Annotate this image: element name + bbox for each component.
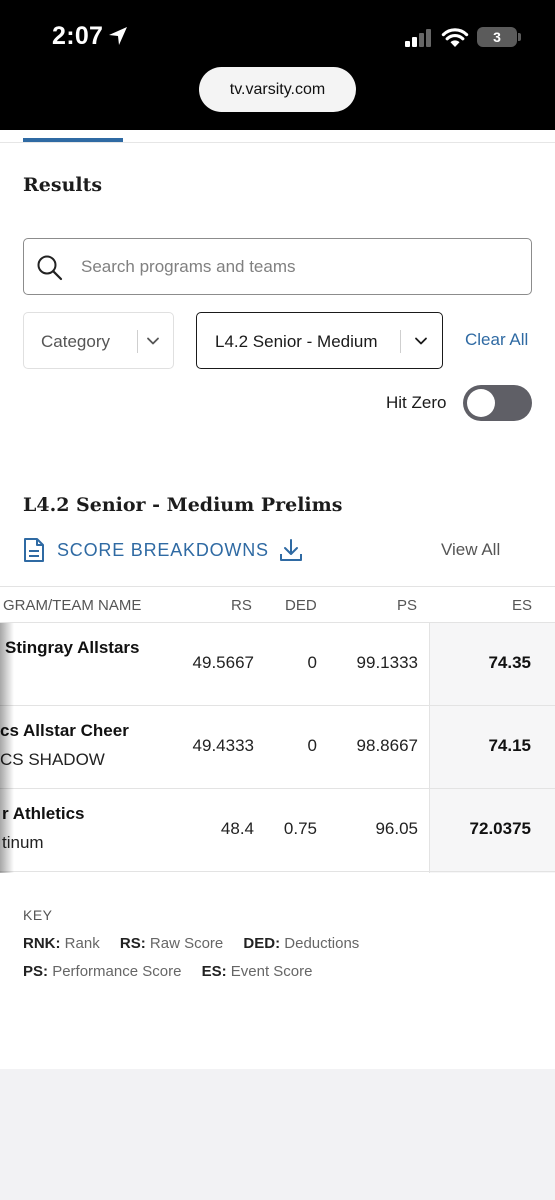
search-input[interactable]: [81, 252, 511, 282]
ps-value: 96.05: [375, 819, 418, 838]
document-icon: [24, 538, 44, 562]
battery-cap: [518, 33, 521, 41]
location-arrow-icon: [109, 27, 127, 45]
status-bar: 2:07 3 tv.varsity.com: [0, 0, 555, 130]
results-table[interactable]: GRAM/TEAM NAME RS DED PS ES Stingray All…: [0, 586, 555, 873]
tab-divider: [0, 142, 555, 143]
url-text: tv.varsity.com: [229, 80, 326, 98]
es-value: 74.15: [488, 736, 531, 755]
key-abbr: ES:: [201, 963, 227, 980]
key-abbr: PS:: [23, 963, 49, 980]
key-desc: Performance Score: [52, 963, 182, 980]
es-value: 74.35: [488, 653, 531, 672]
results-heading: Results: [23, 174, 103, 196]
select-separator: [137, 330, 138, 353]
program-name: cs Allstar Cheer: [0, 721, 129, 740]
table-header: GRAM/TEAM NAME RS DED PS ES: [0, 586, 555, 623]
view-all-link[interactable]: View All: [441, 540, 501, 559]
header-program-team: GRAM/TEAM NAME: [3, 597, 142, 614]
horizontal-scroll-shadow: [0, 623, 14, 873]
key-desc: Raw Score: [149, 935, 224, 952]
url-bar[interactable]: tv.varsity.com: [199, 67, 356, 112]
key-desc: Deductions: [284, 935, 360, 952]
key-desc: Rank: [64, 935, 100, 952]
header-es: ES: [512, 597, 533, 614]
header-ded: DED: [285, 597, 317, 614]
key-line-1: RNK: Rank RS: Raw Score DED: Deductions: [23, 935, 359, 952]
search-icon: [37, 255, 63, 281]
key-line-2: PS: Performance Score ES: Event Score: [23, 963, 313, 980]
toggle-knob: [467, 389, 495, 417]
ded-value: 0.75: [283, 819, 317, 838]
key-abbr: RS:: [119, 935, 146, 952]
rs-value: 48.4: [220, 819, 254, 838]
hit-zero-toggle[interactable]: [463, 385, 532, 421]
score-breakdowns-label: SCORE BREAKDOWNS: [57, 539, 269, 560]
table-row[interactable]: Stingray Allstars 49.5667 0 99.1333 74.3…: [0, 623, 555, 706]
category-select-label: Category: [41, 332, 110, 351]
ded-value: 0: [307, 653, 317, 672]
battery-icon: 3: [477, 27, 517, 47]
ded-value: 0: [307, 736, 317, 755]
hit-zero-label: Hit Zero: [386, 393, 447, 412]
program-name: r Athletics: [2, 804, 85, 823]
key-desc: Event Score: [230, 963, 313, 980]
division-section-title: L4.2 Senior - Medium Prelims: [23, 494, 343, 516]
select-separator: [400, 330, 401, 353]
ps-value: 99.1333: [356, 653, 418, 672]
program-name: Stingray Allstars: [5, 638, 140, 657]
rs-value: 49.4333: [192, 736, 254, 755]
header-ps: PS: [397, 597, 418, 614]
score-breakdowns-link[interactable]: SCORE BREAKDOWNS: [23, 536, 303, 564]
chevron-down-icon: [147, 337, 159, 345]
cellular-signal-icon: [405, 29, 431, 47]
category-select[interactable]: Category: [23, 312, 174, 369]
download-icon: [279, 539, 302, 561]
team-name: tinum: [2, 833, 44, 852]
rs-value: 49.5667: [192, 653, 254, 672]
active-tab-indicator: [23, 138, 123, 142]
search-box[interactable]: [23, 238, 532, 295]
es-column-background: [429, 586, 555, 873]
division-select-value: L4.2 Senior - Medium: [215, 332, 378, 351]
division-select[interactable]: L4.2 Senior - Medium: [196, 312, 443, 369]
clear-all-link[interactable]: Clear All: [465, 330, 529, 349]
ps-value: 98.8667: [356, 736, 418, 755]
chevron-down-icon: [415, 337, 427, 345]
key-title: KEY: [23, 907, 53, 923]
wifi-icon: [441, 28, 469, 47]
header-rs: RS: [231, 597, 252, 614]
key-abbr: RNK:: [23, 935, 61, 952]
es-value: 72.0375: [469, 819, 531, 838]
table-row[interactable]: r Athletics tinum 48.4 0.75 96.05 72.037…: [0, 789, 555, 872]
table-row[interactable]: cs Allstar Cheer CS SHADOW 49.4333 0 98.…: [0, 706, 555, 789]
key-abbr: DED:: [243, 935, 281, 952]
status-time: 2:07: [52, 22, 104, 50]
team-name: CS SHADOW: [0, 750, 105, 769]
